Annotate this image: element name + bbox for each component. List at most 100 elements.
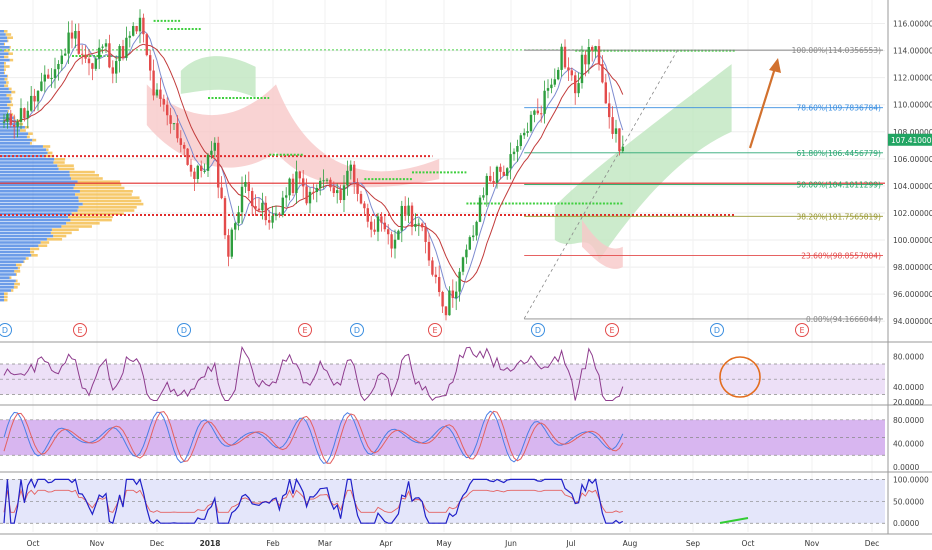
volume-bar [0, 148, 47, 151]
volume-bar [4, 55, 9, 59]
volume-bar [31, 254, 38, 257]
volume-bar [0, 234, 54, 238]
volume-bar [0, 190, 80, 193]
rsi-panel[interactable]: 80.0000 40.0000 20.0000 [0, 345, 924, 407]
x-tick-label: May [436, 539, 452, 548]
candle-body [227, 235, 230, 257]
y-tick-label: 108.0000000 [893, 128, 932, 137]
volume-bar [10, 100, 12, 103]
candle-body [19, 108, 23, 122]
event-marker-circle [0, 323, 12, 337]
candle-body [597, 46, 601, 65]
candle-body [506, 168, 509, 176]
volume-bar [6, 81, 9, 84]
volume-bar [0, 129, 21, 132]
event-marker: E [428, 323, 442, 337]
cloud-bear [582, 219, 623, 269]
fib-level-label: 61.80%(106.4456779) [796, 149, 881, 158]
volume-bar [0, 177, 72, 180]
volume-bar [8, 87, 12, 91]
candle-body [111, 67, 114, 74]
candle-body [550, 84, 553, 89]
candle-body [560, 46, 563, 70]
candle-body [489, 175, 492, 181]
candle-body [53, 69, 57, 78]
candle-body [523, 132, 526, 136]
volume-bar [24, 126, 29, 129]
cloud-bull [554, 64, 732, 261]
rsi-highlight-circle [719, 356, 761, 398]
candle-body [281, 197, 284, 215]
volume-bar [26, 135, 30, 139]
stochastic-panel[interactable]: 80.0000 40.0000 0.0000 [0, 410, 924, 472]
volume-bar [0, 90, 12, 94]
volume-bar [0, 142, 30, 145]
candle-body [509, 154, 512, 169]
candle-body [104, 43, 108, 47]
volume-bar [4, 30, 8, 33]
volume-bar [46, 238, 63, 241]
candle-body [203, 170, 206, 172]
candle-body [312, 191, 315, 193]
volume-bar [0, 81, 7, 84]
volume-bar [4, 42, 5, 46]
event-marker: D [0, 323, 12, 337]
candle-body [230, 229, 233, 257]
volume-bar [11, 90, 16, 94]
volume-bar [66, 222, 100, 225]
candle-body [220, 187, 223, 199]
cloud-bear [146, 84, 440, 188]
volume-bar [4, 49, 10, 52]
candle-body [64, 53, 67, 56]
candle-body [305, 186, 308, 204]
candle-body [271, 215, 274, 223]
candle-body [40, 81, 43, 91]
candle-body [291, 178, 295, 193]
y-tick-label: 110.0000000 [893, 101, 932, 110]
stoch-d-line [3, 410, 624, 464]
volume-bar [0, 84, 5, 87]
indicator-tick-label: 100.0000 [893, 475, 929, 484]
event-marker-label: D [354, 326, 360, 335]
candle-body [67, 32, 70, 54]
candle-body [217, 142, 220, 188]
event-marker: D [531, 323, 545, 337]
candle-body [380, 216, 383, 223]
williams-panel[interactable]: 100.0000 50.0000 0.0000 [0, 475, 929, 528]
candlestick-series[interactable] [2, 9, 624, 321]
candle-body [138, 17, 142, 32]
volume-bar [7, 39, 9, 43]
volume-bar [61, 225, 92, 228]
fib-level-label: 100.00%(114.0356553) [792, 46, 881, 55]
candle-body [210, 150, 213, 155]
candle-body [431, 260, 434, 275]
candle-body [77, 30, 80, 54]
event-marker: E [795, 323, 809, 337]
x-tick-label: Jun [504, 539, 517, 548]
indicator-tick-label: 40.0000 [893, 383, 924, 392]
volume-bar [78, 199, 142, 203]
candle-body [70, 32, 74, 39]
candle-body [155, 89, 159, 96]
candle-body [47, 74, 50, 79]
event-marker-circle [428, 323, 442, 337]
candle-body [298, 171, 301, 179]
volume-bar [9, 46, 11, 49]
volume-bar [0, 241, 41, 244]
candle-body [421, 223, 424, 228]
candle-body [84, 54, 87, 59]
candle-body [9, 114, 12, 125]
volume-bar [0, 138, 33, 142]
volume-bar [0, 62, 4, 65]
candle-body [546, 88, 550, 91]
volume-bar [0, 209, 78, 212]
volume-bar [0, 186, 74, 190]
volume-bar [82, 202, 144, 206]
candle-body [397, 230, 400, 240]
volume-bar [78, 196, 140, 199]
fib-level-label: 0.00%(94.1666044) [806, 315, 881, 324]
candle-body [601, 64, 604, 83]
candle-body [482, 195, 485, 198]
